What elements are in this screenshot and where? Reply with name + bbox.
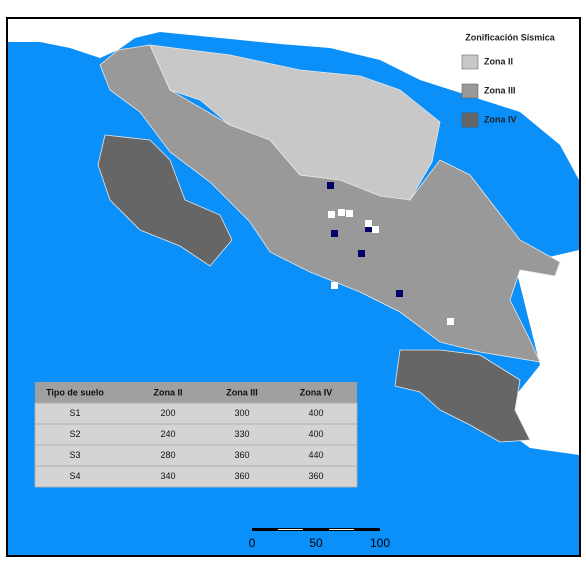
legend-label: Zona II: [484, 56, 513, 66]
marker: [338, 209, 345, 216]
nicaragua: [8, 19, 579, 180]
table-cell: S2: [69, 429, 80, 439]
legend-title: Zonificación Sísmica: [465, 32, 556, 42]
table-cell: 360: [234, 450, 249, 460]
table-row-bg: [34, 465, 358, 488]
marker: [346, 210, 353, 217]
table-cell: 340: [160, 471, 175, 481]
scale-line: [252, 528, 380, 531]
table-cell: 330: [234, 429, 249, 439]
legend-swatch: [461, 54, 479, 70]
scale-segment: [278, 529, 303, 530]
marker: [365, 220, 372, 227]
panama: [505, 250, 579, 455]
legend-label: Zona III: [484, 85, 516, 95]
marker: [331, 230, 338, 237]
table-cell: 200: [160, 408, 175, 418]
marker: [358, 250, 365, 257]
table-cell: S1: [69, 408, 80, 418]
zone-ii: [149, 44, 441, 201]
marker: [331, 282, 338, 289]
table: Tipo de suelo Zona II Zona III Zona IV S1 200…: [34, 382, 358, 488]
table-header-bg: [35, 382, 357, 403]
scale-label: 50: [309, 536, 323, 550]
table-cell: 440: [308, 450, 323, 460]
scale-label: 100: [370, 536, 390, 550]
table-cell: S4: [69, 471, 80, 481]
table-cell: 400: [308, 408, 323, 418]
zone-iv-osa: [394, 349, 531, 443]
marker: [328, 211, 335, 218]
zone-iv-nicoya: [97, 134, 233, 267]
scale-bar: 0 50 100: [249, 528, 390, 550]
table-cell: 360: [308, 471, 323, 481]
marker: [372, 226, 379, 233]
legend: Zonificación Sísmica Zona II Zona III Zona…: [461, 32, 556, 128]
legend-swatch: [461, 112, 479, 128]
marker: [396, 290, 403, 297]
table-header-cell: Zona IV: [300, 387, 333, 397]
table-cell: 300: [234, 408, 249, 418]
table-header-cell: Zona II: [154, 387, 183, 397]
table-cell: S3: [69, 450, 80, 460]
table-header-cell: Zona III: [226, 387, 258, 397]
table-header-cell: Tipo de suelo: [46, 387, 104, 397]
markers: [327, 182, 454, 325]
scale-label: 0: [249, 536, 256, 550]
marker: [447, 318, 454, 325]
table-cell: 360: [234, 471, 249, 481]
table-cell: 280: [160, 450, 175, 460]
legend-label: Zona IV: [484, 114, 517, 124]
marker: [365, 225, 372, 232]
marker: [327, 182, 334, 189]
table-cell: 400: [308, 429, 323, 439]
table-cell: 240: [160, 429, 175, 439]
legend-swatch: [461, 83, 479, 99]
scale-segment: [329, 529, 354, 530]
